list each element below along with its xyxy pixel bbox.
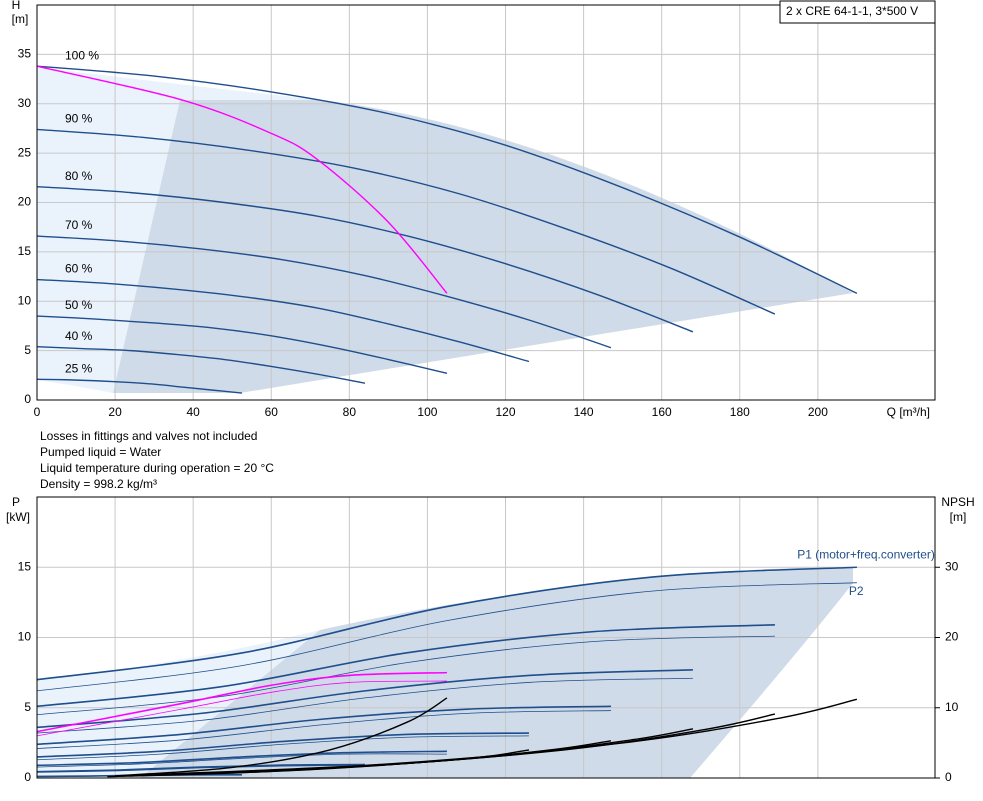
curve <box>36 315 448 375</box>
curve <box>115 697 448 777</box>
series-label: P2 <box>849 584 864 598</box>
curve <box>36 710 611 749</box>
x-tick-label: 120 <box>496 405 516 419</box>
x-tick-label: 200 <box>808 405 828 419</box>
curve <box>36 680 447 737</box>
curve <box>36 65 858 294</box>
curve <box>36 65 448 294</box>
y2-tick-label: 0 <box>945 770 952 784</box>
range-light <box>37 67 322 393</box>
series-label: 25 % <box>65 361 93 375</box>
y-tick-label: 20 <box>18 195 32 209</box>
y-tick-label: 0 <box>24 392 31 406</box>
series-label: 50 % <box>65 298 93 312</box>
series-label: P1 (motor+freq.converter) <box>797 547 935 561</box>
curve <box>36 735 529 761</box>
curve <box>36 345 366 384</box>
y-axis-label: P <box>12 495 20 509</box>
y2-tick-label: 30 <box>945 559 959 573</box>
x-tick-label: 0 <box>34 405 41 419</box>
info-text: 2 x CRE 64-1-1, 3*500 V <box>786 4 918 18</box>
y2-axis-label: [m] <box>950 510 967 524</box>
note: Losses in fittings and valves not includ… <box>40 429 257 443</box>
curve <box>36 750 447 767</box>
y-tick-label: 5 <box>24 343 31 357</box>
curve <box>36 582 857 692</box>
curve <box>36 705 611 746</box>
curve <box>36 186 694 333</box>
y-tick-label: 25 <box>18 145 32 159</box>
note: Pumped liquid = Water <box>40 445 161 459</box>
curve <box>36 669 693 729</box>
curve <box>36 635 775 716</box>
x-tick-label: 20 <box>108 405 122 419</box>
curve <box>36 763 365 773</box>
y-axis-label: [kW] <box>6 510 30 524</box>
y-axis-label: [m] <box>12 12 29 26</box>
note: Density = 998.2 kg/m³ <box>40 477 157 491</box>
x-tick-label: 100 <box>417 405 437 419</box>
y2-tick-label: 10 <box>945 700 959 714</box>
y-tick-label: 5 <box>24 700 31 714</box>
x-tick-label: 180 <box>730 405 750 419</box>
y-tick-label: 15 <box>18 244 32 258</box>
series-label: 100 % <box>65 48 99 62</box>
series-label: 90 % <box>65 112 93 126</box>
y-axis-label: H <box>12 0 21 12</box>
curve <box>36 128 776 315</box>
curve <box>36 278 530 363</box>
curve <box>36 732 529 758</box>
curve <box>107 749 530 778</box>
series-label: 80 % <box>65 169 93 183</box>
info-box <box>779 0 936 24</box>
x-tick-label: 40 <box>186 405 200 419</box>
curve <box>36 671 447 733</box>
plot-frame <box>36 4 936 401</box>
curve <box>36 624 775 708</box>
curve <box>36 765 365 773</box>
y-tick-label: 10 <box>18 630 32 644</box>
curve <box>36 753 447 768</box>
y-tick-label: 35 <box>18 47 32 61</box>
x-tick-label: 140 <box>574 405 594 419</box>
y-tick-label: 15 <box>18 559 32 573</box>
x-tick-label: 80 <box>343 405 357 419</box>
series-label: 70 % <box>65 218 93 232</box>
y-tick-label: 30 <box>18 96 32 110</box>
range-dark <box>113 100 853 393</box>
x-axis-label: Q [m³/h] <box>887 405 930 419</box>
y2-tick-label: 20 <box>945 630 959 644</box>
y2-axis-label: NPSH <box>941 495 974 509</box>
curve <box>36 378 243 394</box>
series-label: 40 % <box>65 329 93 343</box>
x-tick-label: 60 <box>265 405 279 419</box>
series-label: 60 % <box>65 262 93 276</box>
x-tick-label: 160 <box>652 405 672 419</box>
curve <box>36 566 857 681</box>
note: Liquid temperature during operation = 20… <box>40 461 274 475</box>
y-tick-label: 0 <box>24 770 31 784</box>
y-tick-label: 10 <box>18 293 32 307</box>
curve <box>36 677 693 734</box>
curve <box>36 235 612 349</box>
